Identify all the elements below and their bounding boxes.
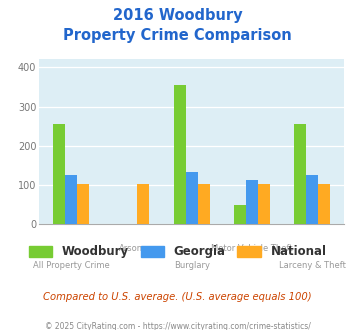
Text: Larceny & Theft: Larceny & Theft [279, 260, 346, 270]
Text: Burglary: Burglary [174, 260, 210, 270]
Text: © 2025 CityRating.com - https://www.cityrating.com/crime-statistics/: © 2025 CityRating.com - https://www.city… [45, 322, 310, 330]
Bar [174, 85, 186, 224]
Bar [198, 184, 210, 224]
Bar [186, 172, 198, 224]
Bar [318, 184, 331, 224]
Bar [306, 175, 318, 224]
Bar [65, 175, 77, 224]
Bar [294, 124, 306, 224]
Bar [234, 205, 246, 224]
Text: All Property Crime: All Property Crime [33, 260, 109, 270]
Bar [77, 184, 89, 224]
Bar [53, 124, 65, 224]
Bar [258, 184, 270, 224]
Text: 2016 Woodbury: 2016 Woodbury [113, 8, 242, 23]
Bar [246, 181, 258, 224]
Text: Motor Vehicle Theft: Motor Vehicle Theft [211, 244, 293, 253]
Text: Compared to U.S. average. (U.S. average equals 100): Compared to U.S. average. (U.S. average … [43, 292, 312, 302]
Text: Arson: Arson [119, 244, 143, 253]
Bar [137, 184, 149, 224]
Text: Property Crime Comparison: Property Crime Comparison [63, 28, 292, 43]
Legend: Woodbury, Georgia, National: Woodbury, Georgia, National [24, 241, 331, 263]
